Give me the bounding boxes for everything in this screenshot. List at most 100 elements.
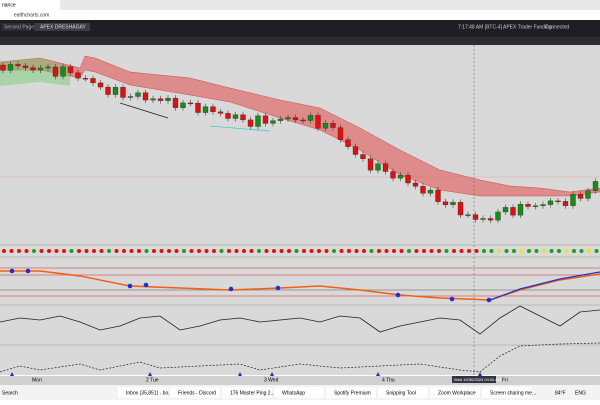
signal-dot xyxy=(339,249,344,253)
candle xyxy=(60,66,66,77)
candle xyxy=(442,201,449,205)
signal-dot xyxy=(527,249,531,253)
candle xyxy=(322,122,329,129)
candle xyxy=(187,102,194,105)
candle xyxy=(67,66,74,73)
time-label: Fri xyxy=(502,377,508,383)
signal-dot xyxy=(227,249,231,253)
time-label: 3 Wed xyxy=(264,377,279,383)
task-button[interactable] xyxy=(430,387,480,398)
signal-dot xyxy=(47,249,51,253)
task-button[interactable] xyxy=(326,387,376,398)
candle xyxy=(337,127,344,140)
app-tab[interactable] xyxy=(1,23,31,31)
signal-dot xyxy=(2,249,6,253)
task-button[interactable] xyxy=(482,387,532,398)
signal-dot xyxy=(542,249,546,253)
indicator-line xyxy=(0,305,600,335)
signal-dot xyxy=(264,249,269,253)
signal-dot xyxy=(92,249,96,253)
candle xyxy=(157,98,164,101)
task-button[interactable] xyxy=(274,387,324,398)
signal-dot xyxy=(219,249,224,253)
app-tab[interactable] xyxy=(34,23,90,31)
signal-dot xyxy=(399,249,404,253)
task-label: Friends - Discord xyxy=(178,390,216,396)
signal-dot xyxy=(62,249,66,253)
signal-dot xyxy=(594,249,599,253)
cloud xyxy=(0,55,600,197)
signal-dot xyxy=(54,249,59,253)
signal-dot xyxy=(497,249,501,253)
signal-dot xyxy=(182,249,186,253)
candle xyxy=(465,214,471,216)
marker xyxy=(478,372,482,376)
time-axis xyxy=(0,376,600,385)
signal-dots xyxy=(2,249,599,253)
trend-line xyxy=(209,125,271,132)
candle xyxy=(427,189,434,194)
candle xyxy=(457,202,464,216)
signal-dot xyxy=(444,249,449,253)
task-label: Spotify Premium xyxy=(334,390,371,396)
indicator-dashed xyxy=(0,342,600,373)
signal-dot xyxy=(452,249,456,253)
signal-dot xyxy=(234,249,239,253)
candle xyxy=(495,211,501,221)
signal-dot xyxy=(354,249,359,253)
signal-dot xyxy=(122,249,126,253)
marker xyxy=(148,372,152,376)
signal-dot xyxy=(437,249,441,253)
osc-dot xyxy=(9,268,15,274)
status-connection: Connected xyxy=(545,24,569,30)
osc-dots xyxy=(9,268,492,303)
signal-dot xyxy=(392,249,396,253)
signal-dot xyxy=(99,249,104,253)
task-button[interactable] xyxy=(170,387,220,398)
app-tab-label: Second Page xyxy=(4,24,34,30)
candle xyxy=(300,119,306,122)
task-button[interactable] xyxy=(378,387,428,398)
osc-dot xyxy=(486,297,492,303)
signal-dot xyxy=(242,249,246,253)
time-label: Mon xyxy=(32,377,42,383)
candle xyxy=(585,190,591,199)
candle xyxy=(397,175,404,179)
signal-dot xyxy=(534,249,539,253)
trend-line xyxy=(119,102,169,119)
browser-tab[interactable] xyxy=(0,0,60,10)
search[interactable]: Search xyxy=(2,390,18,396)
candle xyxy=(367,158,374,171)
url-bar[interactable] xyxy=(0,10,600,20)
candle xyxy=(97,82,104,88)
osc-dot xyxy=(127,283,133,289)
candle xyxy=(532,205,539,207)
candle xyxy=(127,96,134,98)
candle xyxy=(540,204,546,206)
task-button[interactable] xyxy=(118,387,168,398)
candle xyxy=(555,200,561,203)
weather: 84°F xyxy=(555,390,566,396)
candle xyxy=(360,154,366,159)
candle xyxy=(262,115,269,124)
marker xyxy=(270,372,274,376)
candle xyxy=(22,65,29,68)
signal-dot xyxy=(362,249,366,253)
tab-title: nance xyxy=(2,2,16,8)
candle xyxy=(412,182,419,187)
signal-dot xyxy=(332,249,336,253)
candle xyxy=(382,163,389,172)
candle xyxy=(165,97,171,101)
chart-area xyxy=(0,45,600,375)
signal-dot xyxy=(407,249,411,253)
signal-dot xyxy=(564,249,569,253)
signal-dot xyxy=(557,249,561,253)
signal-dot xyxy=(174,249,179,253)
signal-dot xyxy=(129,249,134,253)
candle xyxy=(15,64,21,67)
task-button[interactable] xyxy=(222,387,272,398)
signal-dot xyxy=(84,249,89,253)
candle xyxy=(7,64,14,71)
signal-dot xyxy=(482,249,486,253)
